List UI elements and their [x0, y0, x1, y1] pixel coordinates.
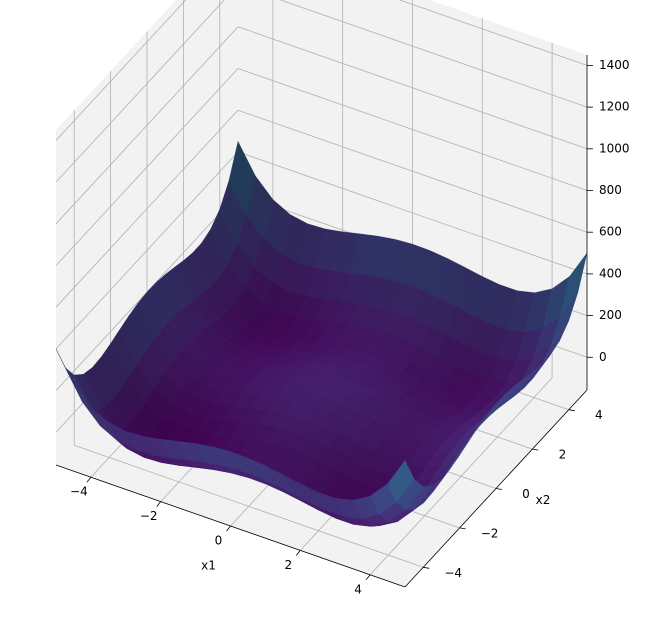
z-tick-label: 600	[599, 225, 622, 239]
surface-face	[387, 460, 415, 503]
x1-tick-mark	[156, 501, 162, 507]
grid-z-back	[55, 0, 187, 141]
grid-z-back	[55, 151, 239, 350]
grid-z-back	[55, 0, 225, 183]
z-tick-label: 800	[599, 183, 622, 197]
x1-tick-mark	[365, 574, 371, 581]
x1-tick-label: −4	[70, 485, 88, 499]
z-tick-label: 1400	[599, 58, 630, 72]
z-tick-label: 0	[599, 350, 607, 364]
grid-z-right	[279, 0, 588, 108]
x1-axis-label: x1	[201, 559, 216, 573]
axes	[55, 55, 593, 588]
z-tick-label: 400	[599, 266, 622, 280]
grid-z-right	[237, 68, 588, 191]
x2-tick-label: −4	[444, 566, 462, 580]
grid-z-back	[55, 26, 239, 225]
z-tick-label: 1200	[599, 100, 630, 114]
x1-tick-mark	[295, 550, 301, 556]
tick-labels: −4 −2 0 2 4 −4 −2 0 2 4 0 200 400 600 800 1000 1200 1400	[70, 58, 629, 596]
x2-axis-label: x2	[536, 493, 551, 507]
z-tick-label: 200	[599, 308, 622, 322]
x2-tick-mark	[495, 488, 503, 490]
z-tick-label: 1000	[599, 141, 630, 155]
x1-tick-label: 4	[354, 582, 362, 596]
grid-z-back	[55, 68, 239, 266]
x2-tick-label: 2	[559, 448, 567, 462]
x1-tick-mark	[226, 525, 231, 532]
x1-tick-label: 2	[284, 558, 292, 572]
axis-labels: x1 x2	[201, 493, 550, 573]
x1-tick-label: 0	[215, 534, 223, 548]
x2-tick-label: 4	[595, 408, 603, 422]
surface-mesh	[55, 140, 588, 527]
grid-z-back	[55, 109, 239, 308]
x2-tick-mark	[459, 527, 466, 530]
x2-tick-label: 0	[522, 487, 530, 501]
x2-tick-mark	[568, 409, 575, 412]
x2-tick-mark	[423, 566, 430, 569]
grid-x2-floor	[74, 444, 424, 568]
grid-z-right	[237, 109, 588, 233]
x2-tick-mark	[532, 448, 539, 451]
x1-tick-mark	[86, 476, 92, 483]
x1-tick-label: −2	[140, 509, 158, 523]
x2-tick-label: −2	[481, 526, 499, 540]
grid-z-right	[237, 26, 588, 150]
grid-z-right	[398, 0, 588, 66]
grid-z-right	[237, 151, 588, 275]
